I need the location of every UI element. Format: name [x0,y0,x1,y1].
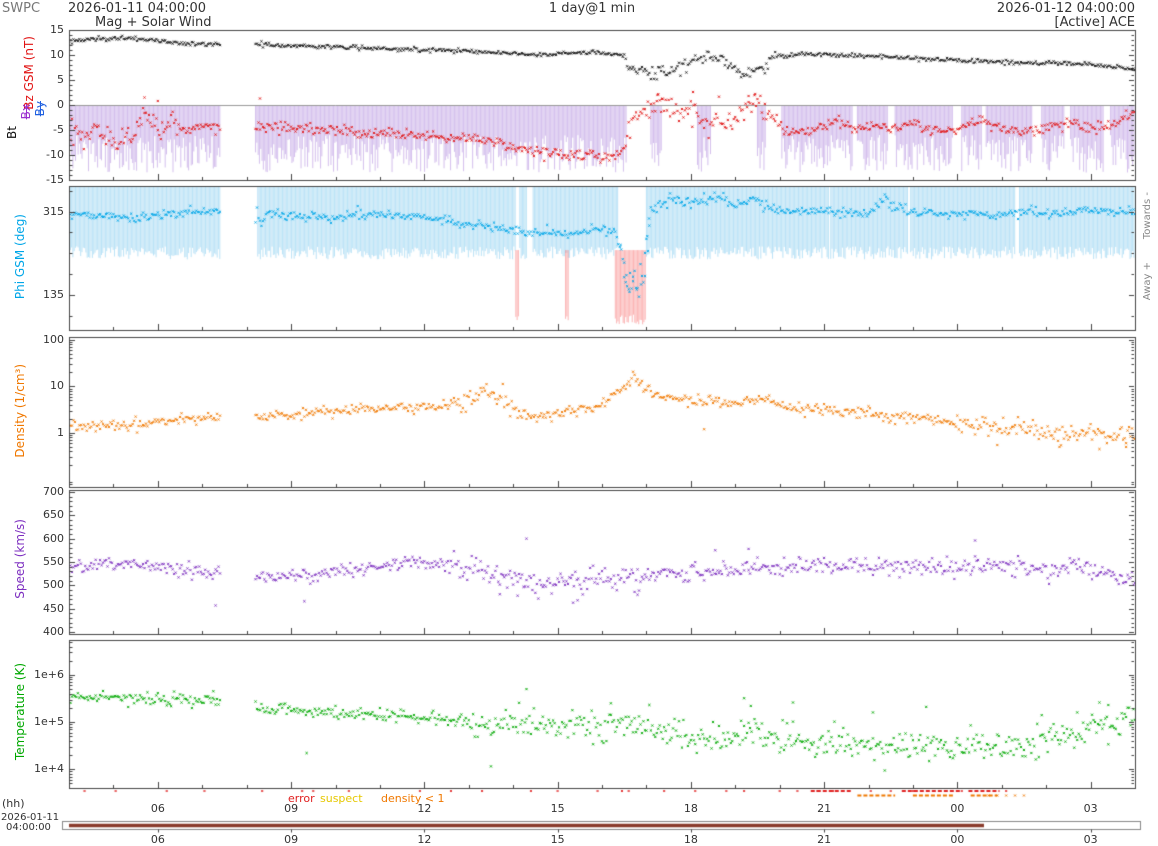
legend-suspect: suspect [320,792,363,805]
end-datetime-label: 2026-01-12 04:00:00 [996,1,1135,16]
x-tick-label: 06 [150,833,165,846]
phi-axis-label: Phi GSM (deg) [13,214,27,300]
y-tick-label: 5 [57,73,64,86]
plot-subtitle: Mag + Solar Wind [95,15,212,30]
y-tick-label: -5 [53,123,64,136]
y-tick-label: 1e+6 [34,668,64,681]
x-unit-label: (hh) [2,797,25,810]
interval-label: 1 day@1 min [548,1,636,16]
x-tick-label: 18 [683,833,698,846]
x-tick-label: 12 [417,802,432,815]
y-tick-label: 135 [43,288,64,301]
x-tick-label: 06 [150,802,165,815]
y-tick-label: 500 [43,578,64,591]
x-tick-label: 12 [417,833,432,846]
y-tick-label: 10 [50,379,64,392]
legend-error: error [288,792,315,805]
x-tick-label: 21 [817,833,832,846]
source-label: [Active] ACE [1054,15,1135,30]
y-tick-label: 100 [43,333,64,346]
bt-axis-label: Bt [5,126,19,139]
x-tick-label: 18 [683,802,698,815]
legend-density: density < 1 [381,792,445,805]
footer-start-time: 04:00:00 [6,822,51,833]
x-tick-label: 15 [550,802,565,815]
x-tick-label: 09 [284,802,299,815]
y-tick-label: 700 [43,485,64,498]
y-tick-label: 1e+5 [34,715,64,728]
y-tick-label: 600 [43,532,64,545]
y-tick-label: -10 [46,148,64,161]
x-tick-label: 09 [284,833,299,846]
y-tick-label: 450 [43,602,64,615]
x-tick-label: 00 [950,833,965,846]
towards-label: Towards - [1142,192,1153,240]
x-tick-label: 15 [550,833,565,846]
y-tick-label: 15 [50,23,64,36]
y-tick-label: 650 [43,508,64,521]
footer-start-date: 2026-01-11 [1,812,60,823]
x-tick-label: 00 [950,802,965,815]
x-tick-label: 03 [1083,802,1098,815]
y-tick-label: 10 [50,48,64,61]
y-tick-label: 400 [43,625,64,638]
start-datetime-label: 2026-01-11 04:00:00 [68,1,207,16]
agency-label: SWPC [2,1,41,16]
y-tick-label: -15 [46,173,64,186]
y-tick-label: 0 [57,98,64,111]
away-label: Away + [1142,262,1153,301]
x-tick-label: 03 [1083,833,1098,846]
y-tick-label: 1 [57,426,64,439]
y-tick-label: 315 [43,205,64,218]
y-tick-label: 1e+4 [34,762,64,775]
x-tick-label: 21 [817,802,832,815]
y-tick-label: 550 [43,555,64,568]
